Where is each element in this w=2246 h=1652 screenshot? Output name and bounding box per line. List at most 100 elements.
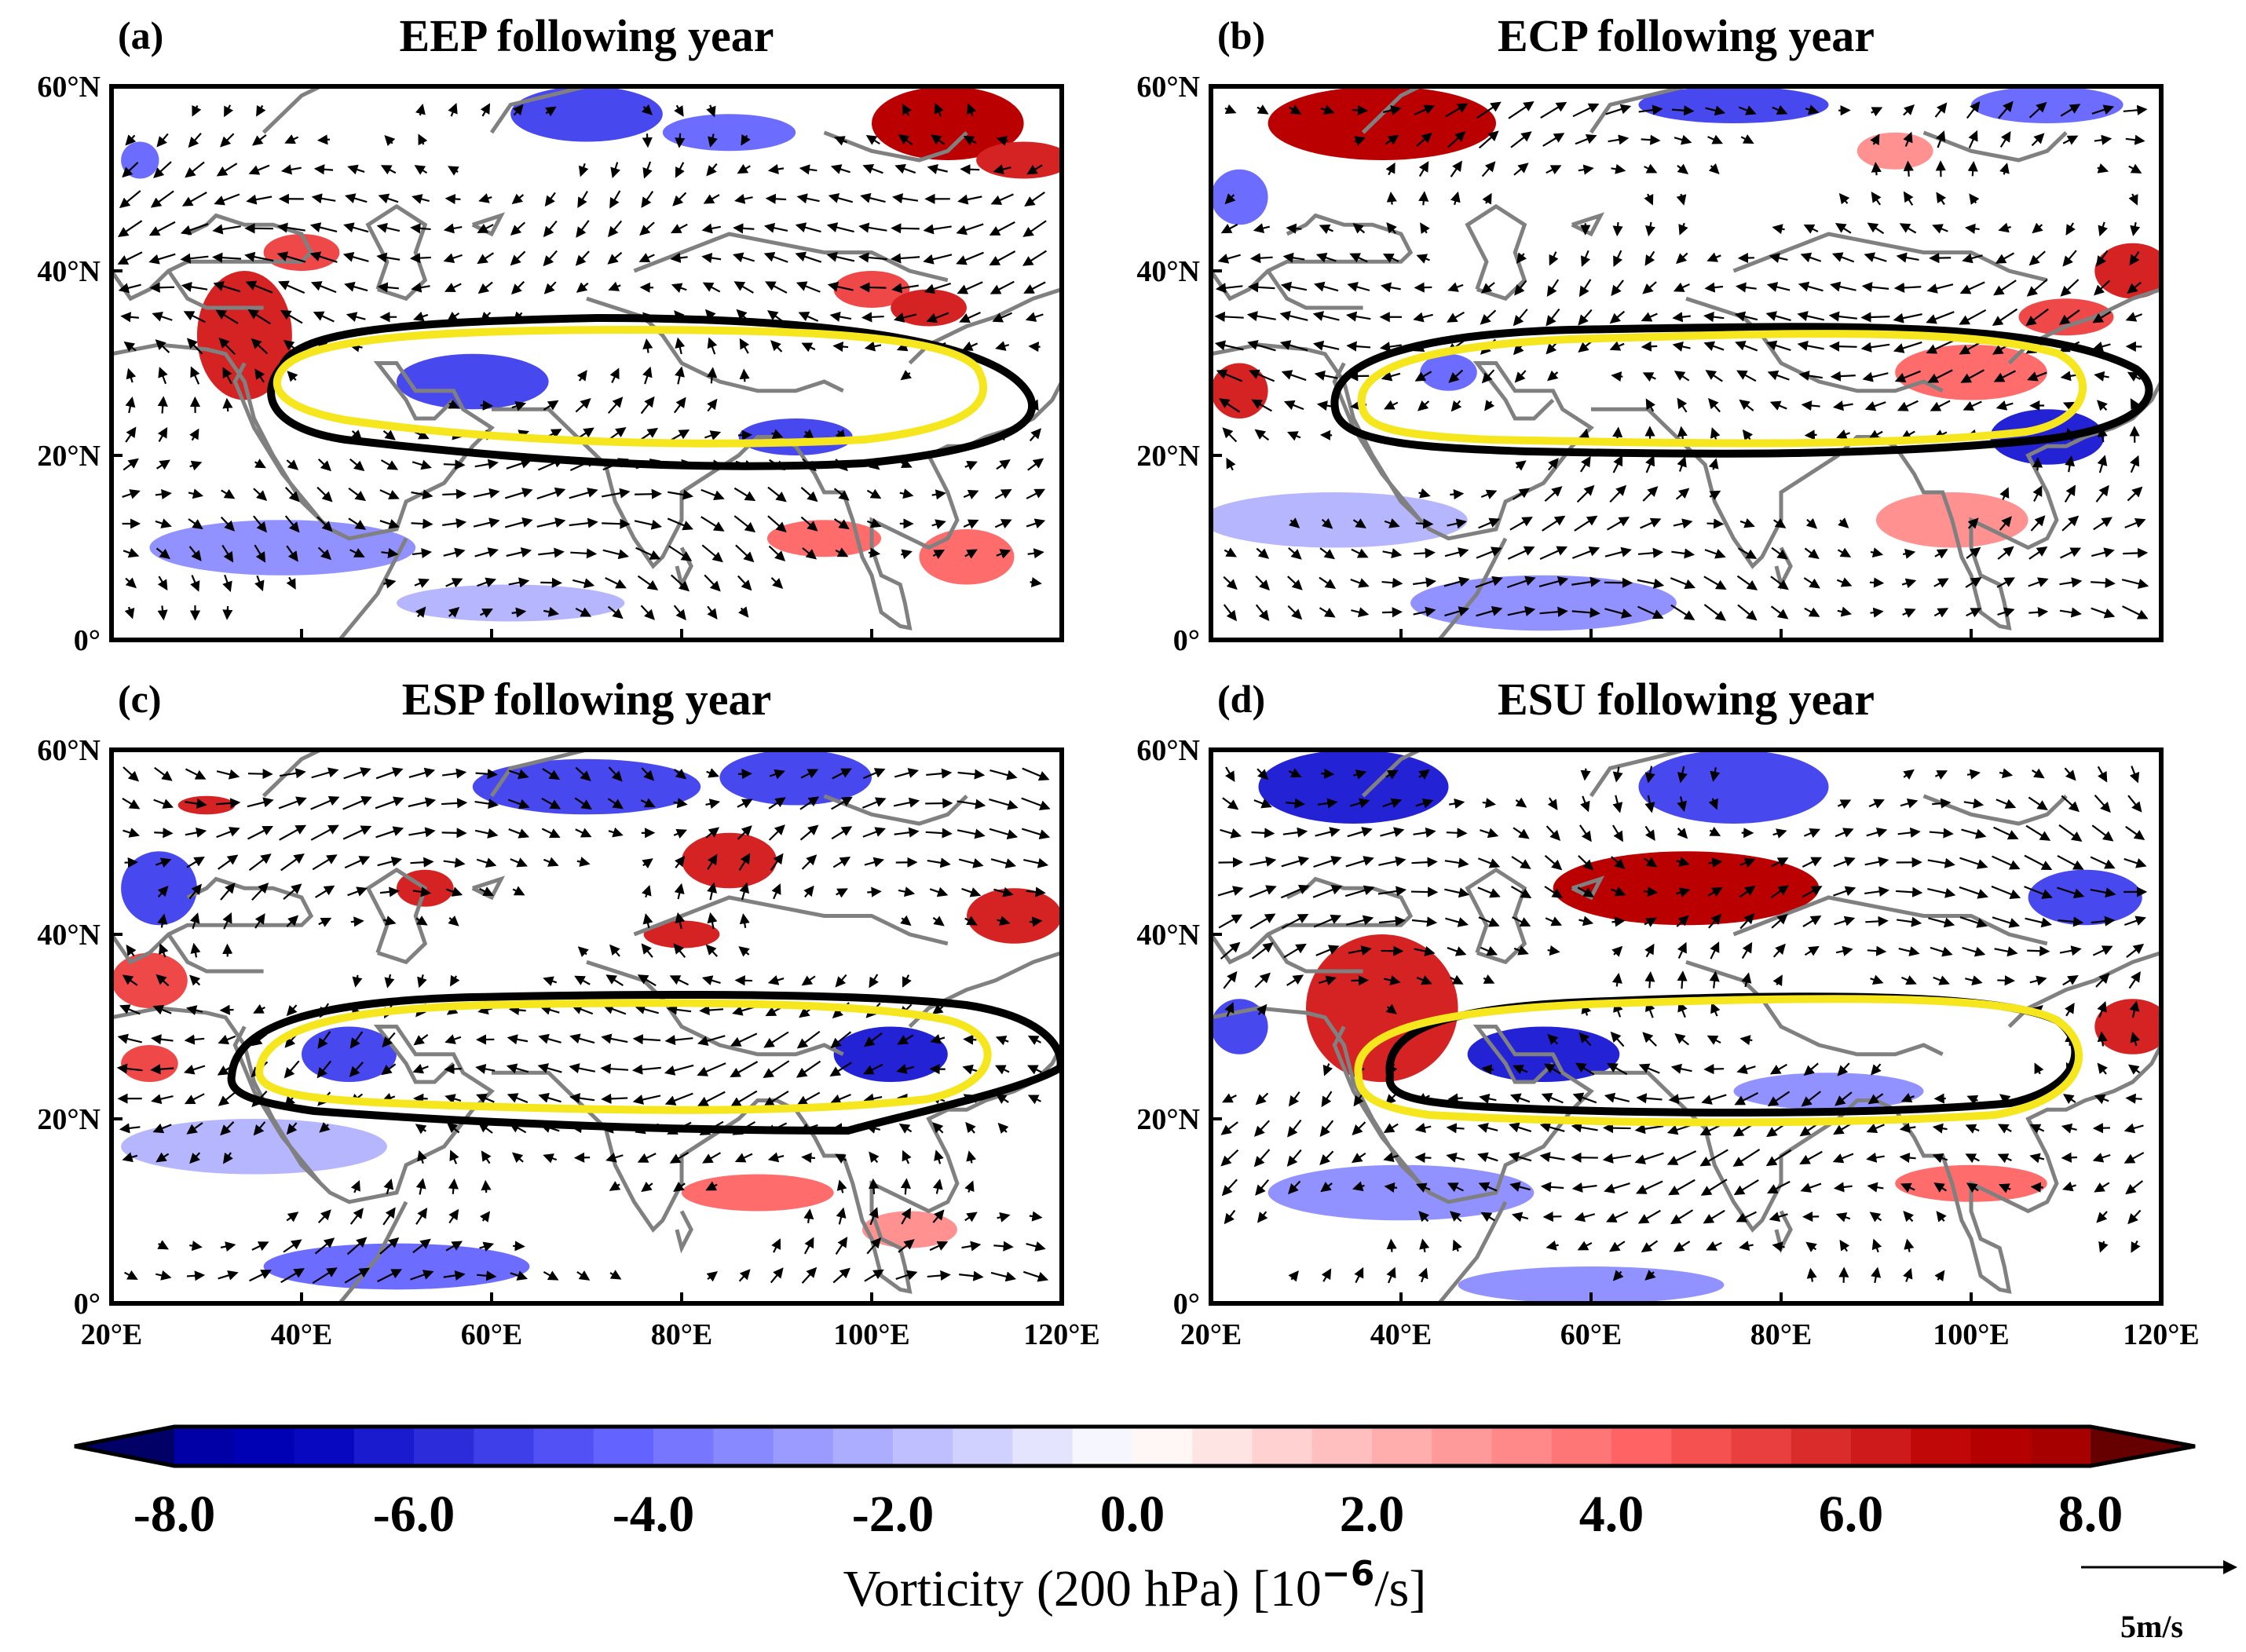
wind-vector <box>1509 1093 1531 1103</box>
wind-vector <box>1933 608 1949 618</box>
wind-vector <box>1903 769 1915 780</box>
wind-vector <box>254 575 265 592</box>
panel-d-xticks: 20°E 40°E 60°E 80°E 100°E 120°E <box>1180 1318 2200 1351</box>
wind-vector <box>1224 547 1238 557</box>
wind-vector <box>925 828 953 839</box>
wind-vector <box>116 1063 143 1074</box>
wind-vector <box>642 858 653 869</box>
wind-vector <box>770 577 784 590</box>
wind-vector <box>1222 427 1238 443</box>
wind-vector <box>1510 886 1532 898</box>
wind-vector <box>2061 1152 2077 1163</box>
wind-vector <box>1959 857 1988 869</box>
wind-vector <box>958 858 984 868</box>
wind-vector <box>771 883 781 900</box>
wind-vector <box>1415 798 1434 809</box>
wind-vector <box>862 163 883 174</box>
colorbar-segment <box>1851 1427 1911 1466</box>
wind-vector <box>1771 857 1789 868</box>
wind-vector <box>605 974 624 987</box>
wind-vector <box>1800 252 1822 263</box>
wind-vector <box>474 828 499 839</box>
coastline <box>675 1210 693 1254</box>
wind-vector <box>605 576 627 589</box>
wind-vector <box>312 854 338 871</box>
wind-vector <box>929 886 949 897</box>
wind-vector <box>641 1181 653 1193</box>
vorticity-anomaly-patch <box>976 141 1062 179</box>
wind-vector <box>1999 163 2010 175</box>
wind-vector <box>2062 1094 2076 1104</box>
wind-vector <box>701 252 722 264</box>
wind-vector <box>1677 941 1687 959</box>
wind-vector <box>992 312 1013 323</box>
wind-vector <box>1765 311 1791 321</box>
wind-vector <box>763 1031 789 1048</box>
wind-vector <box>157 426 168 443</box>
wind-vector <box>1769 253 1788 263</box>
wind-vector <box>607 605 624 620</box>
wind-vector <box>675 366 685 385</box>
panel-a-frame <box>109 84 1064 642</box>
wind-vector <box>1801 1091 1821 1107</box>
wind-vector <box>1414 1122 1432 1133</box>
colorbar-segment <box>593 1427 654 1466</box>
wind-vector <box>902 1149 912 1164</box>
wind-vector <box>1644 163 1658 174</box>
wind-vector <box>184 1093 205 1105</box>
wind-vector <box>1675 252 1688 265</box>
wind-vector <box>1315 827 1341 838</box>
wind-vector <box>767 1152 785 1163</box>
wind-vector <box>504 517 533 528</box>
wind-vector <box>1701 1094 1727 1105</box>
wind-vector <box>1344 885 1375 897</box>
wind-vector <box>697 1091 726 1106</box>
wind-vector <box>342 825 372 840</box>
wind-vector <box>1386 1266 1396 1284</box>
wind-vector <box>1797 340 1824 351</box>
wind-vector <box>1224 1002 1235 1017</box>
wind-vector <box>510 280 525 295</box>
colorbar-segment <box>1132 1427 1193 1466</box>
wind-vector <box>1478 857 1501 868</box>
wind-vector <box>1833 857 1856 868</box>
wind-vector <box>1934 770 1948 780</box>
wind-vector <box>1313 914 1342 928</box>
vorticity-anomaly-patch <box>682 832 777 889</box>
vorticity-anomaly-patch <box>1267 86 1497 160</box>
wind-vector <box>1869 1212 1882 1223</box>
wind-vector <box>477 252 495 265</box>
wind-vector <box>1706 252 1721 262</box>
wind-vector <box>892 193 919 204</box>
wind-vector <box>1637 1209 1661 1224</box>
wind-vector <box>770 853 784 871</box>
wind-vector <box>1321 517 1333 529</box>
wind-vector <box>962 341 979 351</box>
wind-vector <box>1255 604 1270 621</box>
coastline <box>471 212 506 237</box>
wind-vector <box>769 769 785 780</box>
wind-vector <box>481 1179 492 1193</box>
wind-vector <box>1871 162 1882 176</box>
wind-vector <box>1835 945 1853 956</box>
y-tick-label: 60°N <box>37 734 101 767</box>
wind-vector <box>543 1153 558 1164</box>
wind-vector <box>508 769 529 780</box>
wind-vector <box>705 799 721 810</box>
wind-vector <box>2065 1002 2075 1017</box>
wind-vector <box>1866 1123 1885 1133</box>
vorticity-anomaly-patch <box>149 520 416 576</box>
wind-vector <box>801 342 816 353</box>
x-tick-label: 60°E <box>461 1318 523 1351</box>
wind-vector <box>248 164 270 175</box>
wind-vector <box>1903 104 1915 116</box>
wind-vector <box>222 367 232 385</box>
wind-vector <box>2097 766 2108 783</box>
wind-vector <box>1927 369 1953 383</box>
wind-vector <box>2065 222 2076 236</box>
wind-vector <box>1962 946 1986 957</box>
wind-vector <box>1509 1122 1532 1133</box>
panel-d-frame <box>1209 747 2164 1306</box>
wind-vector <box>1933 578 1949 588</box>
wind-vector <box>1936 192 1947 206</box>
